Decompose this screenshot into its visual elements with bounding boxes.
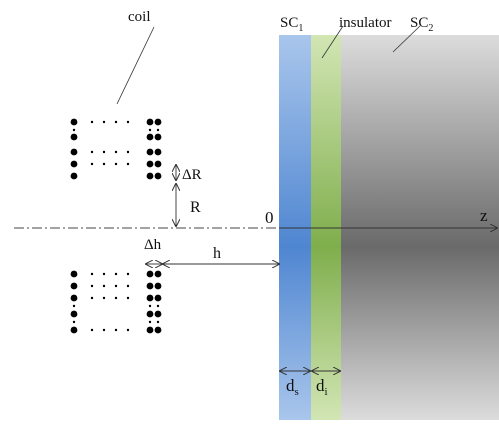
coil-small-dot — [148, 304, 152, 308]
coil-wire-dot — [154, 133, 162, 141]
coil-leader-line — [116, 26, 155, 105]
coil-small-dot — [90, 284, 94, 288]
coil-small-dot — [102, 162, 106, 166]
coil-small-dot — [126, 120, 130, 124]
coil-small-dot — [102, 328, 106, 332]
coil-wire-dot — [154, 310, 162, 318]
insulator-label: insulator — [339, 15, 392, 31]
coil-wire-dot — [146, 310, 154, 318]
coil-small-dot — [102, 296, 106, 300]
delta-h-label: Δh — [144, 237, 162, 253]
coil-wire-dot — [70, 160, 78, 168]
coil-small-dot — [90, 120, 94, 124]
r-label: R — [190, 199, 201, 216]
sc2-label: SC2 — [410, 15, 433, 34]
coil-small-dot — [102, 150, 106, 154]
coil-small-dot — [102, 284, 106, 288]
coil-small-dot — [114, 162, 118, 166]
coil-small-dot — [90, 150, 94, 154]
coil-wire-dot — [154, 270, 162, 278]
coil-wire-dot — [146, 294, 154, 302]
coil-wire-dot — [146, 326, 154, 334]
coil-wire-dot — [154, 172, 162, 180]
coil-small-dot — [126, 162, 130, 166]
coil-small-dot — [114, 296, 118, 300]
coil-small-dot — [156, 304, 160, 308]
coil-label: coil — [128, 9, 151, 25]
coil-wire-dot — [154, 326, 162, 334]
coil-small-dot — [126, 150, 130, 154]
coil-small-dot — [114, 328, 118, 332]
coil-small-dot — [102, 120, 106, 124]
coil-wire-dot — [154, 118, 162, 126]
coil-small-dot — [90, 296, 94, 300]
ds-label: ds — [286, 376, 299, 398]
coil-small-dot — [72, 320, 76, 324]
delta-r-label: ΔR — [182, 167, 202, 183]
coil-small-dot — [114, 272, 118, 276]
sc1-label: SC1 — [280, 15, 303, 34]
coil-small-dot — [90, 272, 94, 276]
coil-wire-dot — [146, 172, 154, 180]
sc2-leader-line — [392, 25, 421, 53]
coil-wire-dot — [146, 133, 154, 141]
coil-wire-dot — [146, 148, 154, 156]
coil-small-dot — [148, 320, 152, 324]
coil-small-dot — [114, 284, 118, 288]
coil-wire-dot — [70, 133, 78, 141]
coil-small-dot — [72, 128, 76, 132]
coil-wire-dot — [70, 270, 78, 278]
coil-wire-dot — [154, 294, 162, 302]
coil-lower-section — [70, 270, 162, 334]
coil-small-dot — [156, 320, 160, 324]
coil-wire-dot — [154, 148, 162, 156]
coil-wire-dot — [146, 118, 154, 126]
coil-small-dot — [156, 128, 160, 132]
di-label: di — [316, 376, 328, 398]
coil-small-dot — [148, 128, 152, 132]
coil-small-dot — [90, 328, 94, 332]
h-label: h — [213, 245, 221, 262]
coil-small-dot — [126, 328, 130, 332]
coil-wire-dot — [154, 160, 162, 168]
coil-small-dot — [114, 120, 118, 124]
coil-small-dot — [126, 272, 130, 276]
z-axis-label: z — [480, 206, 488, 225]
coil-upper-section — [70, 118, 162, 180]
coil-small-dot — [102, 272, 106, 276]
coil-small-dot — [126, 284, 130, 288]
coil-wire-dot — [70, 282, 78, 290]
coil-wire-dot — [70, 172, 78, 180]
coil-wire-dot — [146, 282, 154, 290]
insulator-leader-line — [321, 25, 344, 59]
coil-wire-dot — [70, 148, 78, 156]
coil-small-dot — [114, 150, 118, 154]
coil-wire-dot — [70, 310, 78, 318]
coil-wire-dot — [146, 270, 154, 278]
coil-wire-dot — [154, 282, 162, 290]
coil-small-dot — [90, 162, 94, 166]
coil-wire-dot — [146, 160, 154, 168]
origin-label: 0 — [265, 208, 274, 227]
coil-small-dot — [126, 296, 130, 300]
coil-wire-dot — [70, 118, 78, 126]
coil-wire-dot — [70, 326, 78, 334]
coil-small-dot — [72, 304, 76, 308]
coil-wire-dot — [70, 294, 78, 302]
